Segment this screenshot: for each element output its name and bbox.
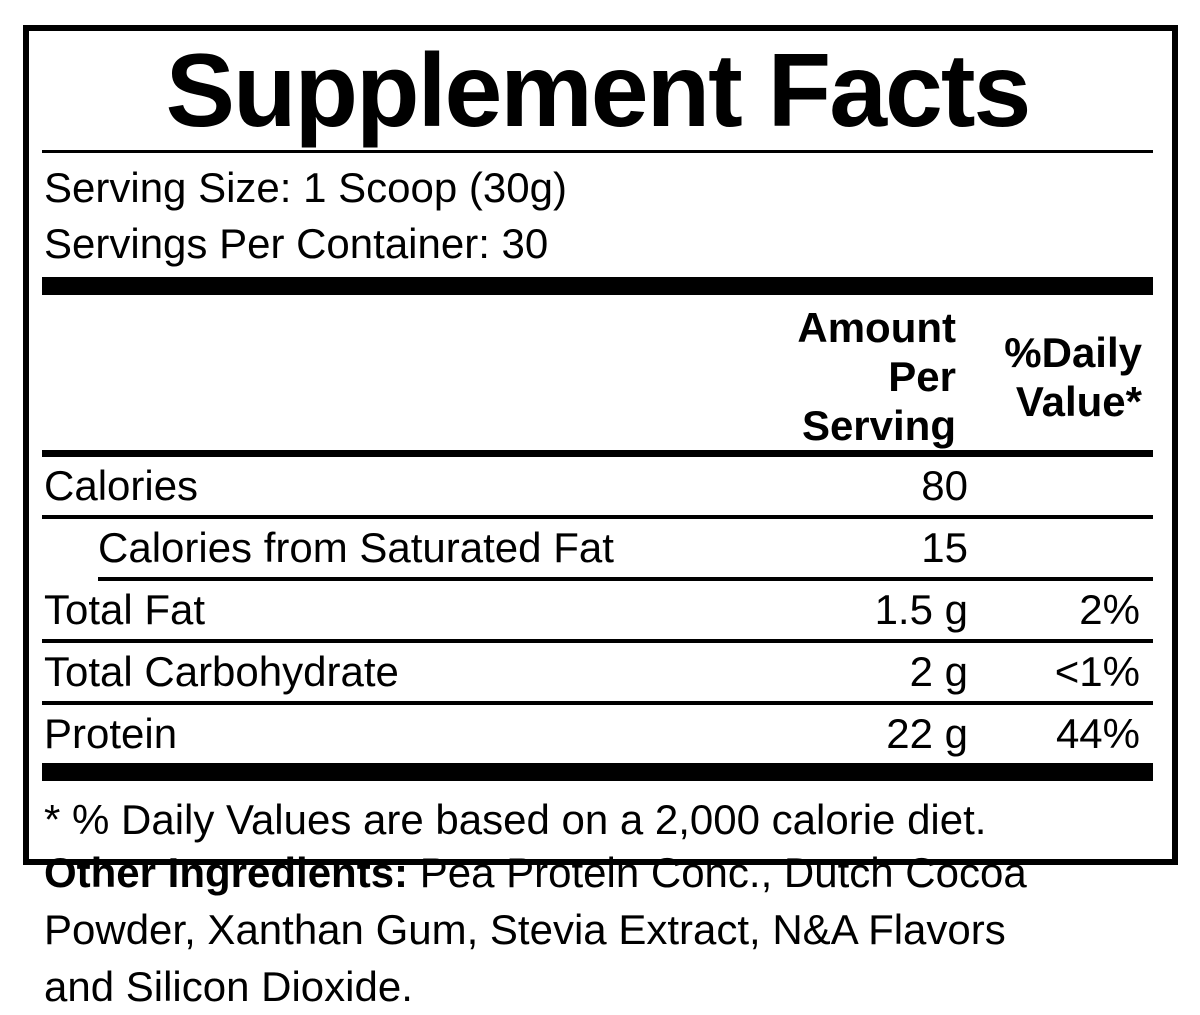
header-dv-line2: Value* <box>1015 377 1142 425</box>
serving-size-text: Serving Size: 1 Scoop (30g) <box>44 164 567 211</box>
nutrient-amount: 1.5 g <box>874 586 968 633</box>
header-daily-value: %Daily Value* <box>968 328 1153 426</box>
nutrient-amount: 80 <box>921 462 968 509</box>
other-ingredients-line1-rest: Pea Protein Conc., Dutch Cocoa <box>408 849 1027 896</box>
nutrient-amount: 22 g <box>886 710 968 757</box>
table-header: Amount Per Serving %Daily Value* <box>42 295 1153 450</box>
nutrient-daily-value: 2% <box>1079 586 1140 633</box>
header-amount-line1: Amount Per <box>797 304 956 400</box>
thick-bar-bottom <box>42 763 1153 781</box>
header-dv-line1: %Daily <box>1004 328 1142 376</box>
nutrient-row-calories-from-saturated-fat: Calories from Saturated Fat 15 <box>42 519 1153 577</box>
nutrient-name: Total Fat <box>44 586 206 633</box>
other-ingredients-label: Other Ingredients: <box>44 849 409 896</box>
divider-under-title <box>42 150 1153 153</box>
servings-per-container-text: Servings Per Container: 30 <box>44 220 549 267</box>
nutrient-row-protein: Protein 22 g 44% <box>42 705 1153 763</box>
serving-info: Serving Size: 1 Scoop (30g) Servings Per… <box>42 153 1153 277</box>
daily-value-footnote: * % Daily Values are based on a 2,000 ca… <box>44 796 987 843</box>
other-ingredients-paragraph: Other Ingredients: Pea Protein Conc., Du… <box>44 844 1144 1015</box>
divider <box>42 515 1153 519</box>
divider <box>42 639 1153 643</box>
nutrient-amount: 2 g <box>909 648 968 695</box>
other-ingredients-line1: Other Ingredients: Pea Protein Conc., Du… <box>44 844 1144 901</box>
nutrient-name: Protein <box>44 710 178 757</box>
nutrient-name: Calories from Saturated Fat <box>98 524 614 571</box>
divider-indented <box>98 577 1153 581</box>
nutrient-name: Total Carbohydrate <box>44 648 399 695</box>
supplement-facts-panel: Supplement Facts Serving Size: 1 Scoop (… <box>23 25 1178 865</box>
nutrient-amount: 15 <box>921 524 968 571</box>
nutrient-row-calories: Calories 80 <box>42 457 1153 515</box>
other-ingredients-line2: Powder, Xanthan Gum, Stevia Extract, N&A… <box>44 906 1006 953</box>
header-amount-per-serving: Amount Per Serving <box>768 303 968 450</box>
nutrient-daily-value: 44% <box>1055 710 1140 757</box>
header-amount-line2: Serving <box>801 402 956 449</box>
nutrient-name: Calories <box>44 462 199 509</box>
divider-under-header <box>42 450 1153 457</box>
nutrient-row-total-carbohydrate: Total Carbohydrate 2 g <1% <box>42 643 1153 701</box>
nutrient-row-total-fat: Total Fat 1.5 g 2% <box>42 581 1153 639</box>
other-ingredients-line3: and Silicon Dioxide. <box>44 963 413 1010</box>
panel-title: Supplement Facts <box>165 33 1032 149</box>
divider <box>42 701 1153 705</box>
thick-bar-top <box>42 277 1153 295</box>
nutrient-daily-value: <1% <box>1054 648 1140 695</box>
